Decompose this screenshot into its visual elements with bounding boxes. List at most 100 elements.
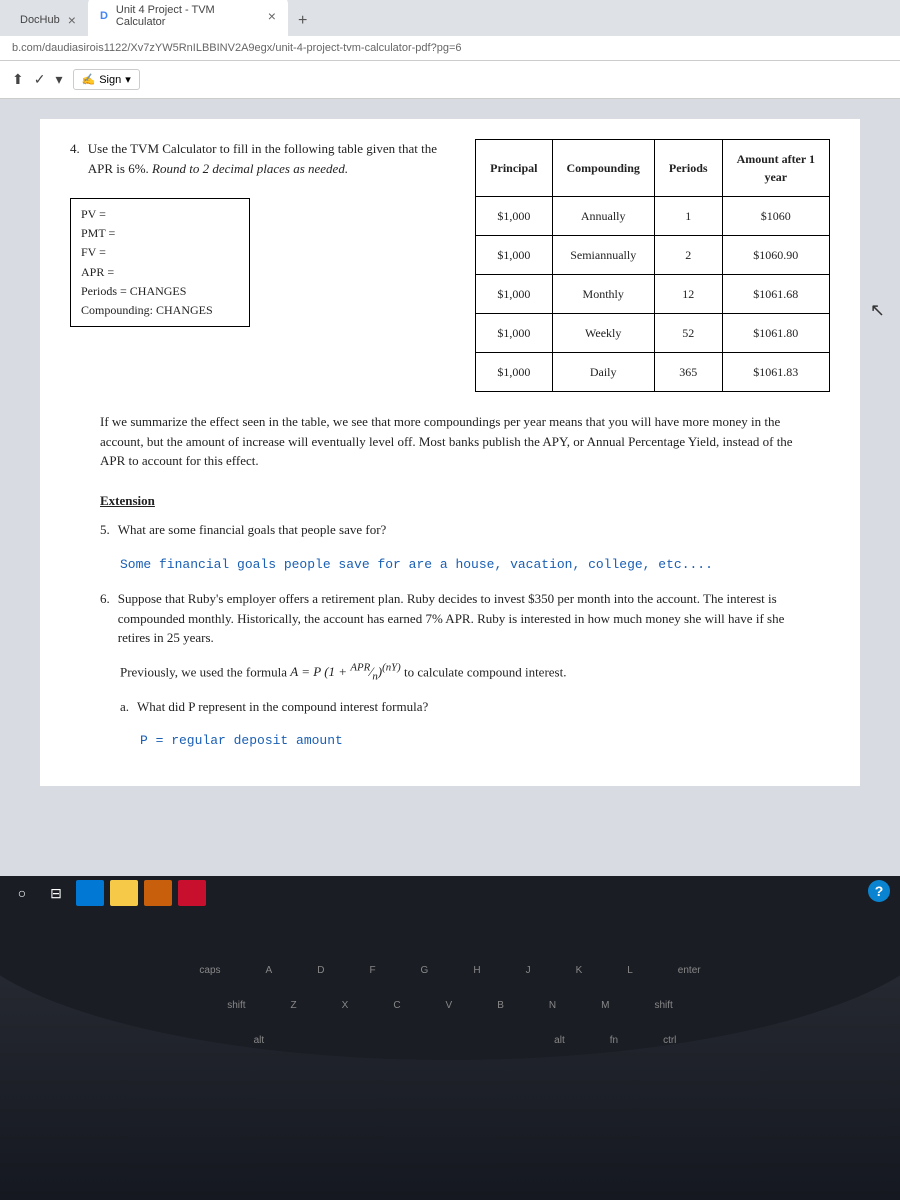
key-label: F bbox=[369, 965, 375, 976]
key-label: J bbox=[526, 965, 531, 976]
cell: 52 bbox=[654, 314, 722, 353]
tvm-fv: FV = bbox=[81, 243, 239, 262]
key-label: enter bbox=[678, 965, 701, 976]
question-6a: a. What did P represent in the compound … bbox=[120, 697, 780, 717]
start-button[interactable]: ○ bbox=[8, 880, 36, 906]
compounding-table: Principal Compounding Periods Amount aft… bbox=[475, 139, 830, 392]
sign-button[interactable]: ✍ Sign ▾ bbox=[73, 69, 140, 90]
cell: 1 bbox=[654, 197, 722, 236]
key-label: N bbox=[549, 1000, 556, 1011]
key-label: D bbox=[317, 965, 324, 976]
question-number: 4. bbox=[70, 139, 80, 178]
cell: $1,000 bbox=[476, 314, 552, 353]
tvm-pmt: PMT = bbox=[81, 224, 239, 243]
cell: Monthly bbox=[552, 275, 654, 314]
cursor-icon: ↖ bbox=[870, 300, 885, 321]
document-viewport: 4. Use the TVM Calculator to fill in the… bbox=[0, 99, 900, 786]
windows-taskbar: ○ ⊟ ? bbox=[0, 876, 900, 910]
keyboard-row: shift Z X C V B N M shift bbox=[0, 1000, 900, 1011]
table-row: $1,000 Weekly 52 $1061.80 bbox=[476, 314, 830, 353]
question-body: Suppose that Ruby's employer offers a re… bbox=[118, 589, 800, 648]
question-number: 5. bbox=[100, 520, 110, 540]
taskbar-app-firefox[interactable] bbox=[144, 880, 172, 906]
browser-tab-strip: DocHub × D Unit 4 Project - TVM Calculat… bbox=[0, 0, 900, 36]
formula-line: Previously, we used the formula A = P (1… bbox=[120, 660, 780, 685]
key-label: H bbox=[473, 965, 480, 976]
question-4-section: 4. Use the TVM Calculator to fill in the… bbox=[70, 139, 830, 392]
key-label: C bbox=[393, 1000, 400, 1011]
key-label: A bbox=[266, 965, 273, 976]
col-compounding: Compounding bbox=[552, 140, 654, 197]
close-icon[interactable]: × bbox=[68, 12, 76, 28]
key-label: G bbox=[421, 965, 429, 976]
cell: $1,000 bbox=[476, 236, 552, 275]
tvm-compounding: Compounding: CHANGES bbox=[81, 301, 239, 320]
physical-keyboard: caps A D F G H J K L enter shift Z X C V… bbox=[0, 910, 900, 1200]
key-label: B bbox=[497, 1000, 504, 1011]
formula-post: to calculate compound interest. bbox=[404, 664, 566, 679]
cell: $1060.90 bbox=[722, 236, 829, 275]
key-label: L bbox=[627, 965, 633, 976]
taskbar-app-files[interactable] bbox=[110, 880, 138, 906]
spacebar bbox=[309, 1035, 509, 1046]
key-label: caps bbox=[199, 965, 220, 976]
table-row: $1,000 Annually 1 $1060 bbox=[476, 197, 830, 236]
extension-heading: Extension bbox=[100, 491, 800, 511]
col-amount: Amount after 1 year bbox=[722, 140, 829, 197]
taskbar-app-pdf[interactable] bbox=[178, 880, 206, 906]
cell: Daily bbox=[552, 353, 654, 392]
tab-favicon-icon: D bbox=[100, 10, 108, 22]
tab-label: DocHub bbox=[20, 14, 60, 26]
address-bar[interactable]: b.com/daudiasirois1122/Xv7zYW5RnILBBINV2… bbox=[0, 36, 900, 61]
col-amount-line1: Amount after 1 bbox=[737, 150, 815, 168]
cell: $1061.80 bbox=[722, 314, 829, 353]
cell: 365 bbox=[654, 353, 722, 392]
cell: $1061.68 bbox=[722, 275, 829, 314]
table-row: $1,000 Monthly 12 $1061.68 bbox=[476, 275, 830, 314]
upload-icon[interactable]: ⬆ bbox=[12, 71, 24, 88]
cell: $1,000 bbox=[476, 275, 552, 314]
tvm-periods: Periods = CHANGES bbox=[81, 282, 239, 301]
cell: $1061.83 bbox=[722, 353, 829, 392]
dropdown-icon[interactable]: ▾ bbox=[55, 71, 62, 88]
close-icon[interactable]: × bbox=[268, 8, 276, 24]
key-label: alt bbox=[554, 1035, 565, 1046]
check-icon[interactable]: ✓ bbox=[34, 71, 46, 88]
tvm-apr: APR = bbox=[81, 263, 239, 282]
pdf-toolbar: ⬆ ✓ ▾ ✍ Sign ▾ bbox=[0, 61, 900, 99]
key-label: K bbox=[576, 965, 583, 976]
col-periods: Periods bbox=[654, 140, 722, 197]
new-tab-button[interactable]: + bbox=[288, 6, 317, 36]
search-icon[interactable]: ⊟ bbox=[42, 880, 70, 906]
q5-typed-answer[interactable]: Some financial goals people save for are… bbox=[120, 555, 780, 575]
cell: $1,000 bbox=[476, 197, 552, 236]
tab-label: Unit 4 Project - TVM Calculator bbox=[116, 4, 260, 28]
sub-label: a. bbox=[120, 697, 129, 717]
browser-tab-dochub[interactable]: DocHub × bbox=[8, 4, 88, 36]
col-amount-line2: year bbox=[737, 168, 815, 186]
q6a-typed-answer[interactable]: P = regular deposit amount bbox=[140, 731, 780, 751]
tvm-pv: PV = bbox=[81, 205, 239, 224]
cell: Weekly bbox=[552, 314, 654, 353]
q4-text-italic: Round to 2 decimal places as needed. bbox=[152, 161, 348, 176]
signature-icon: ✍ bbox=[82, 73, 96, 86]
cell: 2 bbox=[654, 236, 722, 275]
help-icon[interactable]: ? bbox=[868, 880, 890, 902]
table-header-row: Principal Compounding Periods Amount aft… bbox=[476, 140, 830, 197]
browser-tab-active[interactable]: D Unit 4 Project - TVM Calculator × bbox=[88, 0, 288, 36]
formula-math: A = P (1 + APR⁄n)(nY) bbox=[290, 664, 400, 679]
question-6: 6. Suppose that Ruby's employer offers a… bbox=[100, 589, 800, 648]
chevron-down-icon: ▾ bbox=[125, 73, 131, 86]
table-row: $1,000 Daily 365 $1061.83 bbox=[476, 353, 830, 392]
url-text: b.com/daudiasirois1122/Xv7zYW5RnILBBINV2… bbox=[12, 42, 462, 54]
key-label: shift bbox=[654, 1000, 672, 1011]
question-number: 6. bbox=[100, 589, 110, 648]
sign-label: Sign bbox=[99, 74, 121, 86]
taskbar-app-mail[interactable] bbox=[76, 880, 104, 906]
pdf-page: 4. Use the TVM Calculator to fill in the… bbox=[40, 119, 860, 786]
q4-prompt: 4. Use the TVM Calculator to fill in the… bbox=[70, 139, 455, 178]
key-label: alt bbox=[254, 1035, 265, 1046]
col-principal: Principal bbox=[476, 140, 552, 197]
key-label: V bbox=[446, 1000, 453, 1011]
summary-paragraph: If we summarize the effect seen in the t… bbox=[100, 412, 820, 471]
